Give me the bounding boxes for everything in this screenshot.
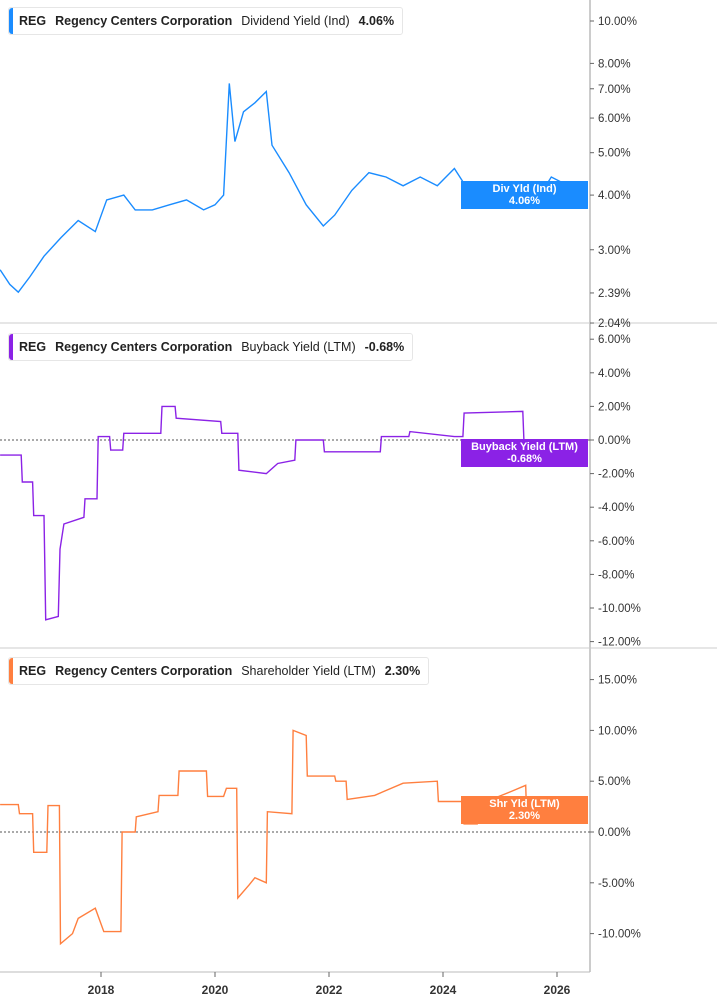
legend-value: 2.30%	[384, 664, 421, 678]
y-tick-label: -6.00%	[598, 536, 634, 548]
y-tick-label: 2.04%	[598, 318, 631, 330]
y-tick-label: -8.00%	[598, 569, 634, 581]
badge-buyback: Buyback Yield (LTM) -0.68%	[461, 439, 588, 467]
series-line-1	[0, 405, 569, 621]
y-tick-label: 2.39%	[598, 288, 631, 300]
y-tick-label: 4.00%	[598, 190, 631, 202]
y-tick-label: 10.00%	[598, 725, 637, 737]
legend-value: -0.68%	[364, 340, 405, 354]
x-tick-label: 2018	[88, 983, 115, 997]
x-tick-label: 2020	[202, 983, 229, 997]
series-line-2	[0, 729, 569, 946]
badge-value: 2.30%	[508, 810, 541, 822]
badge-value: 4.06%	[508, 195, 541, 207]
badge-shareholder: Shr Yld (LTM) 2.30%	[461, 796, 588, 824]
legend-company: Regency Centers Corporation	[55, 340, 233, 354]
y-tick-label: -10.00%	[598, 603, 641, 615]
legend-metric: Buyback Yield (LTM)	[241, 340, 356, 354]
badge-title: Shr Yld (LTM)	[489, 798, 560, 810]
y-tick-label: 6.00%	[598, 113, 631, 125]
y-tick-label: 7.00%	[598, 84, 631, 96]
legend-ticker: REG	[19, 340, 47, 354]
badge-title: Div Yld (Ind)	[492, 183, 557, 195]
y-tick-label: 5.00%	[598, 776, 631, 788]
y-tick-label: -5.00%	[598, 878, 634, 890]
x-tick-label: 2022	[316, 983, 343, 997]
y-tick-label: 6.00%	[598, 334, 631, 346]
badge-dividend: Div Yld (Ind) 4.06%	[461, 181, 588, 209]
legend-dividend: REG Regency Centers Corporation Dividend…	[8, 7, 404, 35]
y-tick-label: 5.00%	[598, 148, 631, 160]
badge-title: Buyback Yield (LTM)	[471, 441, 578, 453]
y-tick-label: 0.00%	[598, 435, 631, 447]
y-tick-label: -12.00%	[598, 637, 641, 649]
legend-ticker: REG	[19, 664, 47, 678]
badge-value: -0.68%	[507, 453, 542, 465]
y-tick-label: -10.00%	[598, 929, 641, 941]
legend-metric: Shareholder Yield (LTM)	[241, 664, 376, 678]
legend-ticker: REG	[19, 14, 47, 28]
y-tick-label: 2.00%	[598, 401, 631, 413]
y-tick-label: -4.00%	[598, 502, 634, 514]
legend-shareholder: REG Regency Centers Corporation Sharehol…	[8, 657, 430, 685]
y-tick-label: 0.00%	[598, 827, 631, 839]
y-tick-label: -2.00%	[598, 469, 634, 481]
legend-color-bar	[9, 658, 13, 684]
legend-color-bar	[9, 8, 13, 34]
x-tick-label: 2026	[544, 983, 571, 997]
legend-color-bar	[9, 334, 13, 360]
legend-company: Regency Centers Corporation	[55, 14, 233, 28]
x-tick-label: 2024	[430, 983, 457, 997]
legend-buyback: REG Regency Centers Corporation Buyback …	[8, 333, 414, 361]
y-tick-label: 4.00%	[598, 368, 631, 380]
y-tick-label: 8.00%	[598, 58, 631, 70]
legend-metric: Dividend Yield (Ind)	[241, 14, 350, 28]
y-tick-label: 3.00%	[598, 245, 631, 257]
y-tick-label: 15.00%	[598, 675, 637, 687]
y-tick-label: 10.00%	[598, 16, 637, 28]
legend-company: Regency Centers Corporation	[55, 664, 233, 678]
legend-value: 4.06%	[358, 14, 395, 28]
